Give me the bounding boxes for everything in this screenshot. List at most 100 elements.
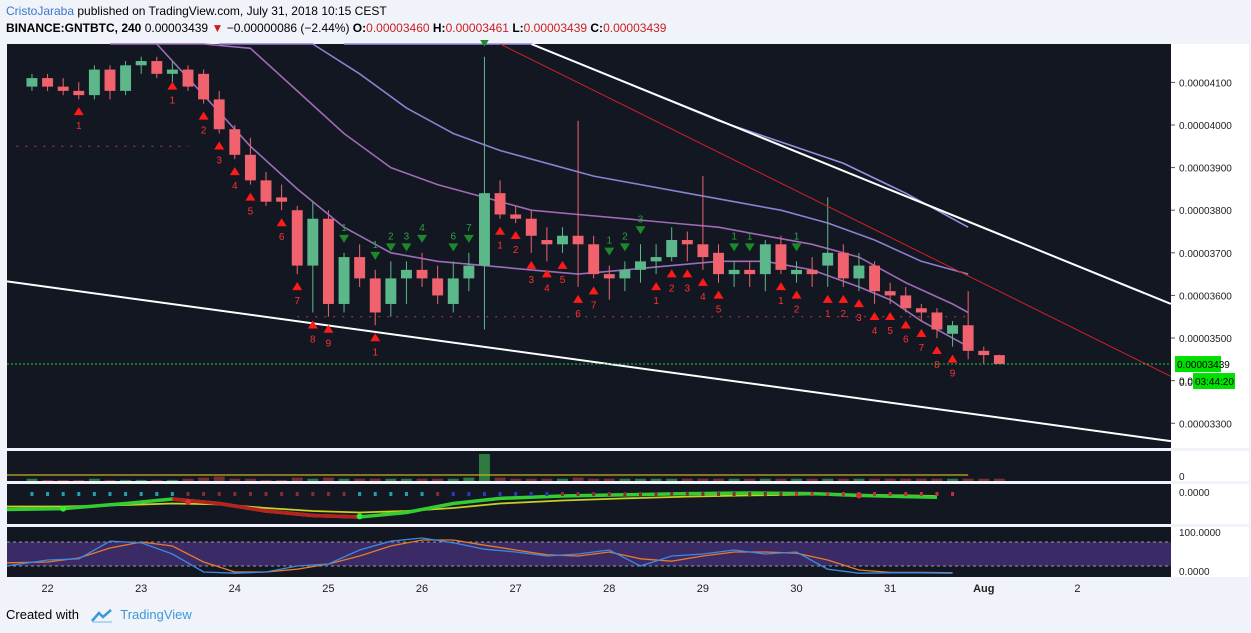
buy-count-label: 1 <box>607 236 613 247</box>
sell-setup-arrow <box>697 277 708 286</box>
countdown-tag <box>1193 373 1235 390</box>
price-change: −0.00000086 (−2.44%) <box>226 21 350 35</box>
sell-setup-arrow <box>853 299 864 308</box>
ytick-label: 0.00003800 <box>1179 206 1232 217</box>
sell-count-label: 5 <box>716 305 722 316</box>
signal-dot <box>280 492 284 496</box>
sell-setup-arrow <box>495 226 506 235</box>
volume-bar <box>666 478 678 481</box>
candle <box>572 120 584 287</box>
candle-body <box>681 240 693 245</box>
signal-dot <box>514 492 518 496</box>
sell-count-label: 3 <box>528 275 534 286</box>
ytick-label: 0.00003600 <box>1179 291 1232 302</box>
candle <box>463 252 475 292</box>
volume-bar <box>182 478 194 481</box>
signal-dot <box>233 492 237 496</box>
signal-dot <box>732 492 736 496</box>
volume-bar <box>978 478 990 481</box>
candle <box>884 282 896 304</box>
signal-dot <box>826 492 830 496</box>
buy-count-label: 4 <box>419 223 425 234</box>
sell-count-label: 7 <box>294 296 300 307</box>
trendline <box>499 44 1171 377</box>
signal-dot <box>935 492 939 496</box>
volume-bar <box>73 479 85 481</box>
sell-count-label: 5 <box>560 275 566 286</box>
signal-dot <box>638 492 642 496</box>
countdown-tag-text: 03:44:20 <box>1195 377 1234 388</box>
candle <box>400 261 412 304</box>
signal-dot <box>919 492 923 496</box>
sell-count-label: 1 <box>76 121 82 132</box>
volume-bar <box>650 478 662 481</box>
sell-count-label: 3 <box>685 283 691 294</box>
xtick-label: 30 <box>790 583 802 595</box>
sell-count-label: 4 <box>232 181 238 192</box>
buy-setup-arrow <box>339 234 350 243</box>
high-label: H: <box>432 21 446 35</box>
candle-body <box>822 252 834 266</box>
author-link[interactable]: CristoJaraba <box>6 4 75 18</box>
buy-count-label: 3 <box>404 231 410 242</box>
signal-dot <box>748 492 752 496</box>
ytick-label: 0.00003700 <box>1179 249 1232 260</box>
signal-dot <box>264 492 268 496</box>
candle <box>869 261 880 304</box>
volume-bar <box>385 478 397 481</box>
volume-bar <box>713 478 724 481</box>
volume-bar <box>244 478 256 481</box>
low-value: 0.00003439 <box>523 21 588 35</box>
candle-body <box>57 86 69 91</box>
volume-bar <box>884 478 896 481</box>
sell-setup-arrow <box>541 269 552 278</box>
xtick-label: 29 <box>697 583 709 595</box>
candle <box>182 65 194 91</box>
candle-body <box>151 61 163 74</box>
candle-body <box>947 325 959 334</box>
sell-setup-arrow <box>916 329 927 338</box>
candle-body <box>88 69 100 96</box>
candle-body <box>915 308 927 313</box>
candle <box>151 56 163 79</box>
signal-dot <box>607 492 611 496</box>
signal-dot <box>389 492 393 496</box>
low-label: L: <box>512 21 524 35</box>
signal-dot <box>61 492 65 496</box>
candle-body <box>806 269 818 275</box>
signal-dot <box>217 492 221 496</box>
candle-body <box>791 269 802 275</box>
volume-bar <box>869 478 880 481</box>
candle <box>447 261 459 313</box>
candle-body <box>853 265 865 279</box>
candle-body <box>244 154 256 181</box>
macd-line-bearish <box>172 497 360 519</box>
high-value: 0.00003461 <box>445 21 509 35</box>
candle <box>759 240 771 292</box>
candle-body <box>759 244 771 275</box>
signal-dot <box>202 492 206 496</box>
open-value: 0.00003460 <box>366 21 430 35</box>
rsi-ytick-label: 100.0000 <box>1179 528 1221 539</box>
candle-body <box>510 214 522 219</box>
sell-count-label: 2 <box>669 283 675 294</box>
sell-setup-arrow <box>885 311 896 320</box>
candle <box>338 252 350 313</box>
volume-bar <box>572 477 584 481</box>
candle <box>478 56 490 330</box>
price-chart[interactable]: 0.000041000.000040000.000039000.00003800… <box>0 40 1251 602</box>
sell-setup-arrow <box>167 81 178 90</box>
stoch-rsi-pane-axis <box>1171 527 1249 577</box>
tradingview-link[interactable]: TradingView <box>120 607 192 622</box>
last-price-tag <box>1175 356 1221 373</box>
sell-setup-arrow <box>276 218 287 227</box>
sell-setup-arrow <box>73 107 84 116</box>
signal-dot <box>311 492 315 496</box>
candle-body <box>463 265 475 279</box>
volume-bar <box>962 478 974 481</box>
candle <box>104 65 116 100</box>
candle <box>541 227 553 262</box>
candle <box>775 235 787 275</box>
trendline <box>7 280 1171 443</box>
buy-count-label: 2 <box>388 231 394 242</box>
